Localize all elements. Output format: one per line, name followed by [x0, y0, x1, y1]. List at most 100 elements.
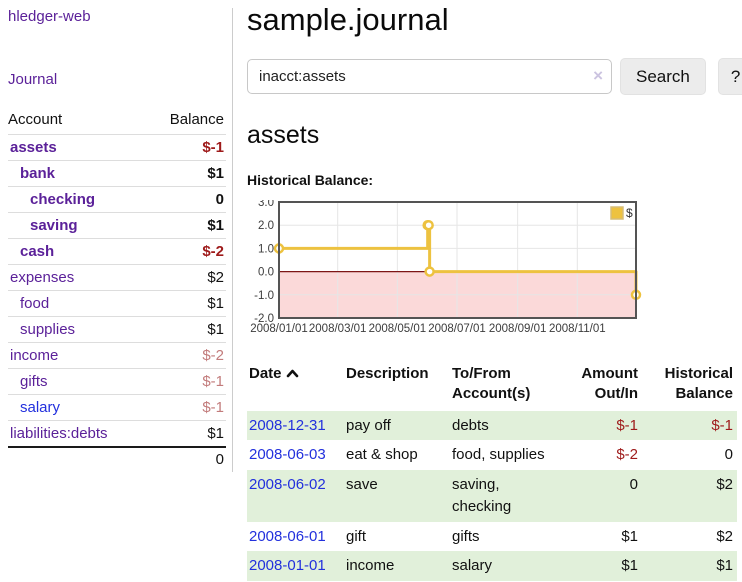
accounts-total: 0: [148, 446, 226, 472]
register-row: 2008-12-31 pay off debts $-1 $-1: [247, 410, 737, 441]
account-link-checking[interactable]: checking: [30, 191, 96, 208]
account-row: saving $1: [8, 212, 226, 239]
transaction-date-link[interactable]: 2008-12-31: [249, 416, 326, 434]
accounts-col-balance: Balance: [169, 111, 224, 128]
register-col-balance-line2: Balance: [675, 385, 733, 403]
transaction-date-link[interactable]: 2008-06-03: [249, 446, 326, 464]
svg-text:0.0: 0.0: [258, 267, 274, 279]
clear-search-icon[interactable]: ×: [593, 66, 603, 85]
account-link-saving[interactable]: saving: [30, 217, 78, 234]
account-row: checking 0: [8, 186, 226, 213]
account-balance: $-1: [148, 368, 226, 395]
historical-balance-chart[interactable]: 3.0 2.0 1.0 0.0 -1.0 -2.0 2008/01/01 2008/03/01…: [247, 197, 742, 344]
sort-ascending-icon: [286, 365, 299, 385]
transaction-balance: 0: [724, 446, 733, 464]
transaction-amount: $1: [621, 557, 638, 575]
register-col-balance-line1: Historical: [664, 365, 733, 382]
register-row: 2008-06-03 eat & shop food, supplies $-2 0: [247, 440, 737, 470]
legend-label: $: [626, 206, 633, 220]
accounts-table: Account Balance assets $-1 bank $1 checking 0…: [8, 108, 226, 472]
svg-text:2008/09/01: 2008/09/01: [489, 323, 547, 335]
register-col-date: Date: [247, 362, 344, 411]
account-link-income[interactable]: income: [10, 347, 59, 364]
svg-text:1.0: 1.0: [258, 243, 274, 255]
account-balance: $1: [148, 212, 226, 239]
register-col-accounts-line2: Account(s): [452, 385, 531, 403]
transaction-accounts: debts: [452, 416, 489, 434]
page-title: sample.journal: [247, 2, 449, 37]
account-link-liabilities-debts[interactable]: liabilities:debts: [10, 425, 108, 442]
svg-text:-2.0: -2.0: [254, 313, 274, 325]
account-row: food $1: [8, 290, 226, 317]
register-col-accounts: To/From Account(s): [450, 362, 562, 411]
account-link-bank[interactable]: bank: [20, 165, 56, 182]
account-link-expenses[interactable]: expenses: [10, 269, 75, 286]
register-col-amount-line2: Out/In: [594, 385, 638, 403]
transaction-amount: $-2: [616, 446, 638, 464]
account-balance: 0: [148, 186, 226, 213]
register-col-description: Description: [346, 365, 429, 382]
transaction-amount: $-1: [616, 416, 638, 434]
transaction-balance: $1: [716, 557, 733, 575]
account-balance: $1: [148, 290, 226, 317]
transaction-accounts: salary: [452, 557, 493, 575]
search-form: × Search ?: [247, 58, 742, 95]
transaction-description: save: [346, 476, 378, 493]
account-balance: $-2: [148, 238, 226, 265]
transaction-amount: 0: [629, 476, 638, 493]
svg-text:2008/03/01: 2008/03/01: [309, 323, 367, 335]
account-row: supplies $1: [8, 316, 226, 343]
account-row: assets $-1: [8, 134, 226, 161]
svg-text:2008/11/01: 2008/11/01: [549, 323, 606, 335]
account-row: bank $1: [8, 160, 226, 187]
search-input[interactable]: [247, 59, 612, 94]
help-button[interactable]: ?: [717, 58, 742, 95]
account-balance: $1: [148, 316, 226, 343]
account-row: salary $-1: [8, 394, 226, 421]
account-link-food[interactable]: food: [20, 295, 50, 312]
search-box: ×: [247, 59, 612, 94]
accounts-total-row: 0: [8, 446, 226, 472]
register-col-accounts-line1: To/From: [452, 365, 511, 382]
account-row: cash $-2: [8, 238, 226, 265]
transaction-date-link[interactable]: 2008-06-01: [249, 527, 326, 545]
sidebar-item-journal[interactable]: Journal: [8, 71, 58, 88]
app-brand-link[interactable]: hledger-web: [8, 8, 91, 25]
account-link-salary[interactable]: salary: [20, 399, 61, 416]
transaction-date-link[interactable]: 2008-01-01: [249, 557, 326, 575]
transaction-description: pay off: [346, 416, 391, 434]
account-row: expenses $2: [8, 264, 226, 291]
sidebar-inner: hledger-web Journal Account Balance asse…: [8, 8, 233, 472]
transaction-amount: $1: [621, 527, 638, 545]
account-balance: $-1: [148, 394, 226, 421]
register-col-amount-line1: Amount: [581, 365, 638, 382]
transaction-balance: $-1: [711, 416, 733, 434]
register-col-amount: Amount Out/In: [562, 362, 642, 411]
account-link-assets[interactable]: assets: [10, 139, 57, 156]
account-link-cash[interactable]: cash: [20, 243, 55, 260]
svg-text:-1.0: -1.0: [254, 290, 274, 302]
accounts-col-account: Account: [8, 111, 63, 128]
register-header-row: Date Description To/From Account(s) Amou…: [247, 362, 737, 411]
svg-text:2.0: 2.0: [258, 220, 274, 232]
account-balance: $1: [148, 420, 226, 447]
account-balance: $-2: [148, 342, 226, 369]
accounts-rows: assets $-1 bank $1 checking 0 saving $1 cash $-2 e…: [8, 134, 226, 447]
account-link-supplies[interactable]: supplies: [20, 321, 76, 338]
register-row: 2008-01-01 income salary $1 $1: [247, 551, 737, 581]
main-content: sample.journal × Search ? assets Histori…: [233, 0, 742, 581]
transaction-accounts: gifts: [452, 527, 480, 545]
chart-title: Historical Balance:: [247, 172, 374, 188]
search-button[interactable]: Search: [620, 58, 706, 95]
account-link-gifts[interactable]: gifts: [20, 373, 48, 390]
transaction-date-link[interactable]: 2008-06-02: [249, 476, 326, 493]
register-table: Date Description To/From Account(s) Amou…: [247, 362, 737, 581]
svg-text:2008/05/01: 2008/05/01: [369, 323, 427, 335]
register-col-date-label: Date: [249, 365, 282, 382]
sidebar: hledger-web Journal Account Balance asse…: [0, 0, 233, 581]
svg-text:2008/01/01: 2008/01/01: [250, 323, 308, 335]
svg-text:2008/07/01: 2008/07/01: [428, 323, 486, 335]
account-balance: $2: [148, 264, 226, 291]
register-row: 2008-06-02 save saving, checking 0 $2: [247, 470, 737, 522]
account-balance: $1: [148, 160, 226, 187]
